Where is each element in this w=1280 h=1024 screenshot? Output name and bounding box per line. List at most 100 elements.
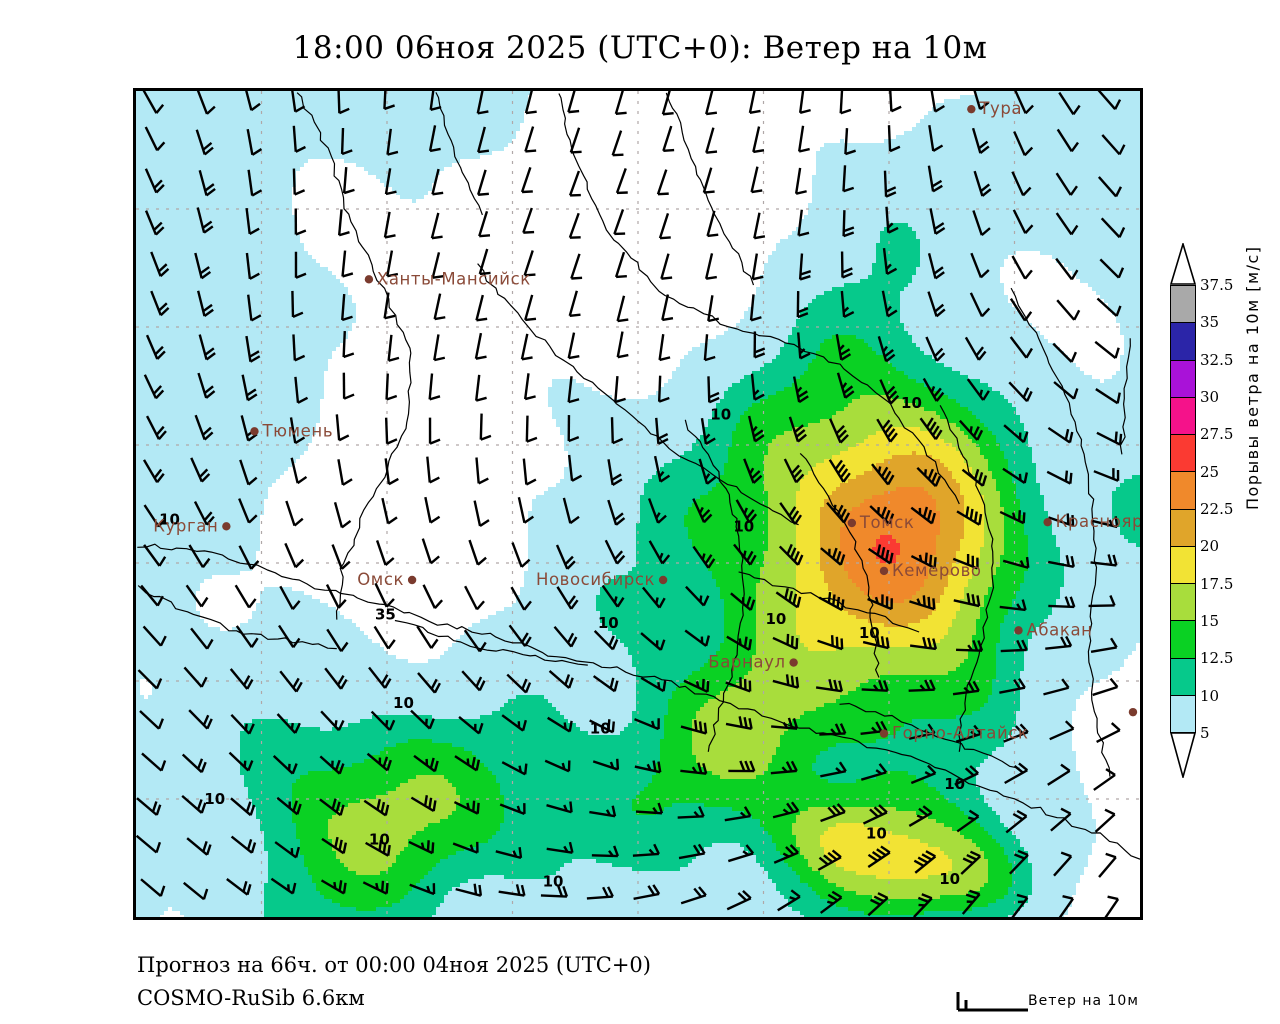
wind-barb — [607, 499, 626, 526]
contour-label: 10 — [369, 830, 390, 848]
wind-barb — [1011, 893, 1029, 917]
wind-barb — [475, 457, 489, 485]
wind-barb — [341, 250, 354, 278]
wind-barb — [647, 498, 667, 524]
wind-barb — [916, 466, 942, 488]
wind-barb — [196, 207, 214, 234]
wind-barb — [616, 295, 629, 323]
wind-barb — [517, 497, 535, 524]
wind-barb — [190, 627, 214, 650]
city-Тюмень[interactable]: Тюмень — [250, 421, 333, 440]
city-Новосибирск[interactable]: Новосибирск — [536, 570, 668, 589]
wind-barb — [291, 290, 304, 319]
city-Горно-Алтайск[interactable]: Горно-Алтайск — [879, 724, 1029, 743]
wind-barb — [476, 91, 489, 115]
wind-barb — [862, 634, 890, 650]
wind-barb — [495, 847, 523, 860]
wind-barb — [704, 253, 717, 280]
city-Кызыл[interactable]: Кызыл — [1128, 702, 1140, 721]
wind-barb — [871, 463, 895, 486]
wind-barb — [706, 210, 719, 238]
wind-barb — [276, 796, 302, 816]
wind-barb — [999, 510, 1026, 525]
wind-barb — [642, 586, 666, 609]
city-Абакан[interactable]: Абакан — [1014, 620, 1092, 639]
wind-barb — [458, 715, 484, 735]
city-label: Курган — [153, 516, 218, 535]
city-Кемерово[interactable]: Кемерово — [879, 561, 982, 580]
wind-barb — [553, 626, 578, 648]
city-Омск[interactable]: Омск — [357, 570, 417, 589]
wind-barb — [383, 292, 396, 320]
wind-barb — [692, 545, 716, 569]
wind-barb — [276, 713, 301, 734]
wind-barb — [956, 639, 984, 652]
wind-barb — [927, 165, 943, 193]
wind-barb — [908, 805, 933, 827]
city-Барнаул[interactable]: Барнаул — [708, 653, 798, 672]
coastline-and-borders — [137, 92, 1140, 860]
contour-label: 10 — [590, 720, 611, 738]
wind-barb — [181, 794, 207, 814]
wind-barb — [952, 553, 979, 570]
wind-barb — [569, 127, 582, 154]
map-canvas[interactable]: 10 10 10 10 10 10 10 10 10 10 10 10 10 10 10 35 Тура Хан… — [136, 91, 1140, 917]
wind-barb — [972, 210, 991, 237]
wind-barb — [498, 884, 526, 897]
wind-barb — [506, 673, 532, 694]
city-Курган[interactable]: Курган — [153, 516, 231, 535]
colorbar-tick-30: 30 — [1200, 388, 1220, 406]
city-Красноярск[interactable]: Красноярск — [1043, 512, 1140, 531]
colorbar: 37.5 35 32.5 30 27.5 25 22.5 20 17.5 15 12.5 10 5 — [1168, 243, 1233, 778]
wind-barb — [321, 836, 348, 855]
wind-barb — [319, 755, 345, 775]
wind-barb — [1053, 381, 1079, 400]
wind-barb — [1012, 209, 1034, 234]
city-marker — [250, 427, 259, 436]
wind-barb — [142, 625, 167, 647]
city-Тура[interactable]: Тура — [967, 99, 1022, 118]
wind-barb — [614, 376, 626, 404]
map-frame[interactable]: 10 10 10 10 10 10 10 10 10 10 10 10 10 10 10 35 Тура Хан… — [133, 88, 1143, 920]
wind-barb — [1047, 763, 1071, 786]
city-Ханты-Мансийск[interactable]: Ханты-Мансийск — [364, 269, 531, 288]
wind-barb — [772, 633, 799, 650]
wind-barb — [555, 544, 576, 570]
wind-barb — [426, 456, 440, 484]
wind-barb — [522, 207, 535, 234]
wind-barb — [1101, 134, 1126, 156]
wind-barb — [593, 630, 619, 651]
wind-barb — [730, 592, 756, 611]
wind-barb — [589, 719, 615, 734]
wind-barb — [140, 878, 166, 897]
wind-barb — [229, 668, 254, 690]
wind-barb — [1096, 297, 1122, 317]
wind-barb — [417, 672, 441, 694]
city-Томск[interactable]: Томск — [847, 513, 915, 532]
wind-barb — [522, 458, 537, 486]
wind-barb — [908, 723, 936, 740]
colorbar-band-1 — [1171, 323, 1195, 361]
wind-barb — [230, 835, 257, 854]
colorbar-under-arrow — [1169, 732, 1197, 778]
wind-barb — [867, 544, 894, 565]
wind-barb — [750, 373, 765, 401]
wind-barb — [370, 710, 396, 731]
wind-barb — [1095, 388, 1121, 405]
wind-barb — [1002, 467, 1029, 485]
wind-barb — [292, 168, 306, 196]
wind-barb — [464, 585, 485, 611]
wind-barb — [589, 805, 617, 818]
wind-barb — [421, 538, 440, 565]
wind-barb — [634, 760, 662, 774]
wind-barb — [961, 468, 988, 487]
wind-barb — [1055, 172, 1078, 196]
wind-barb — [186, 837, 212, 856]
wind-barb — [913, 893, 933, 917]
wind-barb — [428, 125, 441, 153]
wind-barb — [999, 678, 1026, 694]
wind-barb — [680, 719, 708, 735]
wind-barb — [826, 501, 851, 524]
wind-barb — [508, 624, 532, 647]
wind-barb — [428, 417, 441, 445]
